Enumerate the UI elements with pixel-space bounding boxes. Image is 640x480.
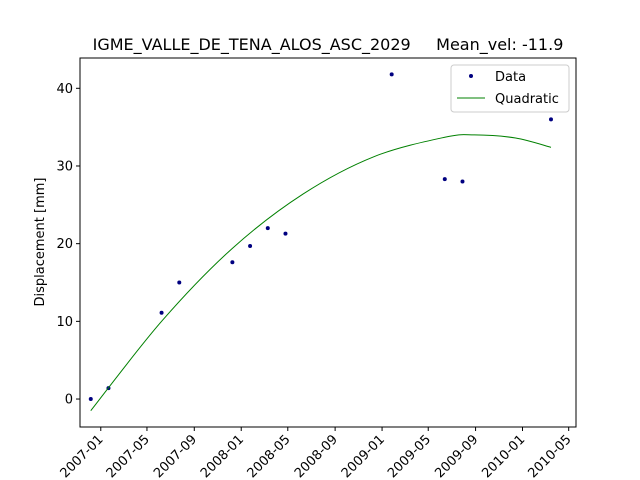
- y-tick-label: 30: [56, 159, 73, 174]
- x-tick-label: 2009-05: [385, 432, 434, 480]
- x-tick-label: 2008-09: [292, 432, 341, 480]
- x-tick-label: 2007-01: [58, 432, 107, 480]
- legend: Data Quadratic: [450, 64, 570, 113]
- legend-box: [450, 64, 570, 113]
- x-tick-label: 2010-05: [525, 432, 574, 480]
- x-tick-label: 2008-01: [198, 432, 247, 480]
- data-point: [283, 231, 288, 236]
- data-point: [548, 117, 553, 122]
- legend-data-marker: [469, 74, 473, 78]
- y-tick-label: 0: [65, 393, 73, 408]
- y-tick-label: 40: [56, 82, 73, 97]
- chart-title: IGME_VALLE_DE_TENA_ALOS_ASC_2029 Mean_ve…: [93, 35, 564, 55]
- y-tick-label: 10: [56, 315, 73, 330]
- data-point: [389, 72, 394, 77]
- data-point: [248, 243, 253, 248]
- legend-quadratic-label: Quadratic: [495, 92, 559, 107]
- legend-data-label: Data: [495, 70, 526, 85]
- data-point: [460, 179, 465, 184]
- data-point: [265, 226, 270, 231]
- data-point: [88, 397, 93, 402]
- axes-frame: [79, 57, 577, 428]
- data-point: [230, 260, 235, 265]
- data-point: [177, 280, 182, 285]
- x-tick-label: 2007-05: [104, 432, 153, 480]
- y-axis-label: Displacement [mm]: [33, 178, 48, 307]
- x-tick-label: 2010-01: [479, 432, 528, 480]
- quadratic-fit-line: [90, 134, 552, 411]
- y-tick-label: 20: [56, 237, 73, 252]
- x-tick-label: 2009-09: [432, 432, 481, 480]
- plot-area: 0102030402007-012007-052007-092008-01200…: [56, 72, 575, 480]
- x-tick-label: 2007-09: [151, 432, 200, 480]
- x-tick-label: 2008-05: [245, 432, 294, 480]
- data-point: [442, 177, 447, 182]
- data-point: [159, 310, 164, 315]
- x-tick-label: 2009-01: [339, 432, 388, 480]
